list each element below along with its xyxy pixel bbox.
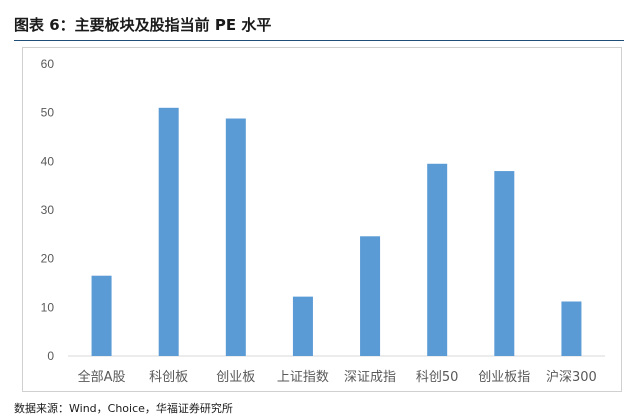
y-tick-label: 60 bbox=[41, 57, 55, 71]
x-tick-label: 深证成指 bbox=[344, 370, 396, 385]
x-tick-label: 创业板 bbox=[216, 370, 255, 385]
bar bbox=[561, 301, 582, 356]
x-tick-label: 上证指数 bbox=[277, 370, 329, 385]
x-tick-label: 全部A股 bbox=[78, 369, 126, 385]
x-tick-label: 沪深300 bbox=[546, 369, 597, 385]
bar bbox=[225, 118, 246, 356]
bar bbox=[91, 275, 112, 356]
y-tick-label: 40 bbox=[41, 154, 55, 168]
y-tick-label: 50 bbox=[41, 106, 55, 120]
bar bbox=[292, 296, 313, 356]
y-tick-label: 20 bbox=[41, 252, 55, 266]
y-tick-label: 10 bbox=[41, 300, 55, 314]
chart-frame: 0 10 20 30 40 50 60 全部A股 科创板 创业板 上证指数 深证成指 科创50 创业板指 沪… bbox=[22, 47, 622, 392]
pe-bar-chart: 0 10 20 30 40 50 60 全部A股 科创板 创业板 上证指数 深证成指 科创50 创业板指 沪… bbox=[41, 57, 605, 385]
bar bbox=[427, 163, 448, 356]
figure-title: 图表 6：主要板块及股指当前 PE 水平 bbox=[14, 16, 272, 34]
figure-source: 数据来源：Wind，Choice，华福证券研究所 bbox=[14, 402, 233, 415]
x-tick-label: 科创50 bbox=[416, 370, 459, 385]
bar bbox=[158, 107, 179, 356]
title-divider bbox=[14, 40, 624, 41]
x-tick-label: 创业板指 bbox=[478, 370, 530, 385]
bar bbox=[360, 236, 381, 356]
y-tick-label: 0 bbox=[47, 349, 54, 363]
x-tick-label: 科创板 bbox=[149, 370, 188, 385]
y-tick-label: 30 bbox=[41, 203, 55, 217]
bar bbox=[494, 171, 515, 356]
